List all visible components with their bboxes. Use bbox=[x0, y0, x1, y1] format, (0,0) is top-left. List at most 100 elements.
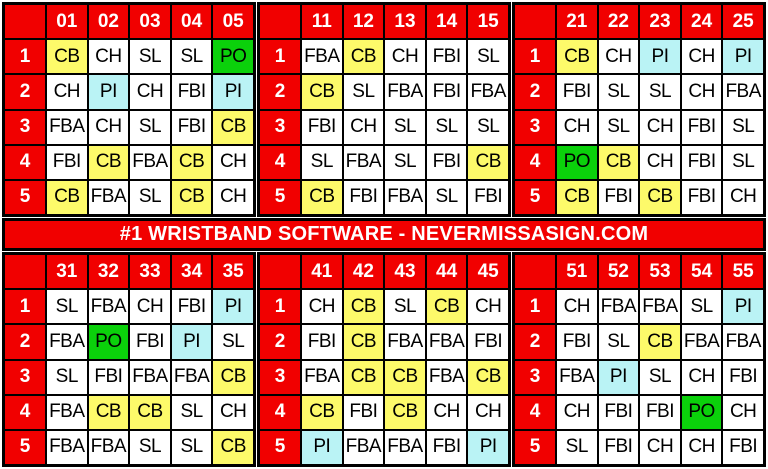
row-label-4: 4 bbox=[515, 395, 555, 429]
cell-52-4: FBI bbox=[598, 395, 639, 429]
row-label-1: 1 bbox=[5, 290, 45, 324]
cell-23-4: CH bbox=[640, 145, 680, 179]
cell-24-1: CH bbox=[681, 40, 722, 74]
row-label-1: 1 bbox=[515, 290, 555, 324]
cell-35-4: CH bbox=[213, 395, 253, 429]
cell-04-5: CB bbox=[171, 180, 212, 214]
cell-12-3: CH bbox=[343, 110, 384, 144]
cell-43-2: FBA bbox=[385, 325, 425, 359]
cell-21-1: CB bbox=[557, 40, 597, 74]
cell-14-3: SL bbox=[426, 110, 467, 144]
col-header-52: 52 bbox=[598, 255, 639, 289]
cell-11-4: SL bbox=[302, 145, 342, 179]
block-51-55: 51 52 53 54 55 1 CH FBA FBA SL PI 2 FBI SL CB FBA FBA 3 FB… bbox=[512, 252, 766, 467]
cell-13-2: FBA bbox=[385, 75, 425, 109]
cell-51-2: FBI bbox=[557, 325, 597, 359]
col-header-23: 23 bbox=[640, 5, 680, 39]
block-31-35: 31 32 33 34 35 1 SL FBA CH FBI PI 2 FBA PO FBI PI SL 3 SL F… bbox=[2, 252, 256, 467]
col-header-42: 42 bbox=[343, 255, 384, 289]
col-header-55: 55 bbox=[723, 255, 763, 289]
cell-55-5: FBI bbox=[723, 430, 763, 464]
block-01-05: 01 02 03 04 05 1 CB CH SL SL PO 2 CH PI CH FBI PI 3 FBA CH S… bbox=[2, 2, 256, 217]
cell-43-4: CB bbox=[385, 395, 425, 429]
cell-33-1: CH bbox=[130, 290, 170, 324]
cell-15-4: CB bbox=[468, 145, 508, 179]
cell-52-3: PI bbox=[598, 360, 639, 394]
cell-53-5: CH bbox=[640, 430, 680, 464]
cell-45-5: PI bbox=[468, 430, 508, 464]
col-header-54: 54 bbox=[681, 255, 722, 289]
cell-02-1: CH bbox=[88, 40, 129, 74]
cell-14-4: FBI bbox=[426, 145, 467, 179]
cell-22-1: CH bbox=[598, 40, 639, 74]
cell-35-5: CB bbox=[213, 430, 253, 464]
col-header-21: 21 bbox=[557, 5, 597, 39]
cell-42-3: CB bbox=[343, 360, 384, 394]
cell-52-5: FBI bbox=[598, 430, 639, 464]
corner-cell bbox=[515, 255, 555, 289]
cell-11-2: CB bbox=[302, 75, 342, 109]
block-21-25: 21 22 23 24 25 1 CB CH PI CH PI 2 FBI SL SL CH FBA 3 CH SL C… bbox=[512, 2, 766, 217]
row-label-4: 4 bbox=[260, 395, 300, 429]
cell-31-5: FBA bbox=[47, 430, 87, 464]
row-label-5: 5 bbox=[515, 180, 555, 214]
cell-33-4: CB bbox=[130, 395, 170, 429]
cell-21-3: CH bbox=[557, 110, 597, 144]
cell-33-3: FBA bbox=[130, 360, 170, 394]
bottom-section: 31 32 33 34 35 1 SL FBA CH FBI PI 2 FBA PO FBI PI SL 3 SL F… bbox=[2, 252, 766, 467]
row-label-3: 3 bbox=[5, 110, 45, 144]
cell-24-5: FBI bbox=[681, 180, 722, 214]
cell-51-5: SL bbox=[557, 430, 597, 464]
cell-54-2: FBA bbox=[681, 325, 722, 359]
cell-45-2: FBI bbox=[468, 325, 508, 359]
cell-41-4: CB bbox=[302, 395, 342, 429]
cell-05-1: PO bbox=[213, 40, 253, 74]
cell-01-4: FBI bbox=[47, 145, 87, 179]
cell-24-4: FBI bbox=[681, 145, 722, 179]
cell-02-3: CH bbox=[88, 110, 129, 144]
cell-25-5: CH bbox=[723, 180, 763, 214]
col-header-44: 44 bbox=[426, 255, 467, 289]
cell-45-4: CH bbox=[468, 395, 508, 429]
cell-41-1: CH bbox=[302, 290, 342, 324]
row-label-2: 2 bbox=[515, 325, 555, 359]
cell-55-3: FBI bbox=[723, 360, 763, 394]
cell-14-1: FBI bbox=[426, 40, 467, 74]
row-label-5: 5 bbox=[260, 430, 300, 464]
cell-54-3: CH bbox=[681, 360, 722, 394]
cell-15-3: SL bbox=[468, 110, 508, 144]
col-header-45: 45 bbox=[468, 255, 508, 289]
cell-44-3: FBA bbox=[426, 360, 467, 394]
col-header-04: 04 bbox=[171, 5, 212, 39]
cell-12-2: SL bbox=[343, 75, 384, 109]
cell-55-1: PI bbox=[723, 290, 763, 324]
corner-cell bbox=[260, 255, 300, 289]
row-label-1: 1 bbox=[260, 40, 300, 74]
cell-23-2: SL bbox=[640, 75, 680, 109]
cell-25-3: SL bbox=[723, 110, 763, 144]
col-header-53: 53 bbox=[640, 255, 680, 289]
cell-12-5: FBI bbox=[343, 180, 384, 214]
cell-34-1: FBI bbox=[171, 290, 212, 324]
cell-53-2: CB bbox=[640, 325, 680, 359]
row-label-5: 5 bbox=[515, 430, 555, 464]
cell-44-2: FBA bbox=[426, 325, 467, 359]
row-label-5: 5 bbox=[260, 180, 300, 214]
cell-04-2: FBI bbox=[171, 75, 212, 109]
row-label-1: 1 bbox=[5, 40, 45, 74]
cell-54-4: PO bbox=[681, 395, 722, 429]
cell-05-2: PI bbox=[213, 75, 253, 109]
cell-55-4: CH bbox=[723, 395, 763, 429]
cell-15-5: FBI bbox=[468, 180, 508, 214]
cell-03-1: SL bbox=[130, 40, 170, 74]
cell-41-3: FBA bbox=[302, 360, 342, 394]
cell-03-3: SL bbox=[130, 110, 170, 144]
cell-01-5: CB bbox=[47, 180, 87, 214]
cell-35-1: PI bbox=[213, 290, 253, 324]
cell-44-1: CB bbox=[426, 290, 467, 324]
cell-31-4: FBA bbox=[47, 395, 87, 429]
cell-25-2: FBA bbox=[723, 75, 763, 109]
corner-cell bbox=[5, 255, 45, 289]
col-header-11: 11 bbox=[302, 5, 342, 39]
cell-34-2: PI bbox=[171, 325, 212, 359]
